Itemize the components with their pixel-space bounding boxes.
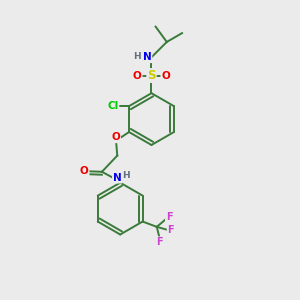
Text: Cl: Cl [107, 101, 118, 111]
Text: F: F [166, 212, 172, 222]
Text: O: O [80, 166, 89, 176]
Text: H: H [122, 171, 130, 180]
Text: H: H [134, 52, 141, 61]
Text: F: F [156, 237, 163, 247]
Text: S: S [147, 69, 156, 82]
Text: O: O [111, 132, 120, 142]
Text: O: O [161, 70, 170, 80]
Text: O: O [133, 70, 142, 80]
Text: F: F [168, 225, 174, 235]
Text: N: N [113, 173, 122, 183]
Text: N: N [143, 52, 152, 62]
